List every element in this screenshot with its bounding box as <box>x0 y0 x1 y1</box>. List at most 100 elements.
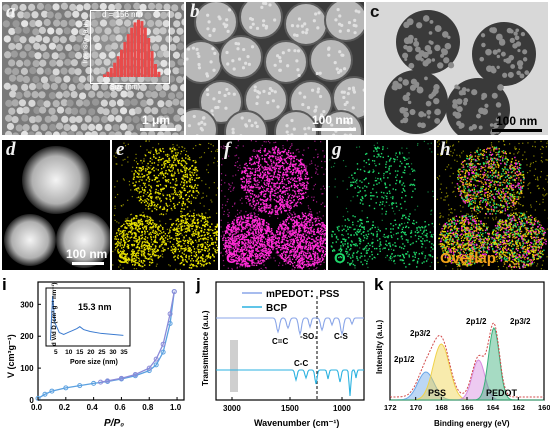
eds-noise <box>216 160 218 162</box>
eds-dot <box>228 250 231 252</box>
eds-dot <box>304 255 307 257</box>
eds-noise <box>121 205 123 207</box>
particle-texture <box>256 95 260 99</box>
eds-dot <box>204 260 206 263</box>
eds-dot <box>152 236 155 238</box>
eds-dot <box>233 255 236 257</box>
eds-dot <box>257 196 259 198</box>
eds-dot <box>180 160 183 162</box>
particle <box>24 44 32 52</box>
particle <box>29 19 37 28</box>
eds-dot <box>291 258 294 261</box>
eds-dot <box>299 257 302 260</box>
eds-dot <box>247 220 249 223</box>
particle-texture <box>316 90 320 94</box>
eds-dot <box>299 260 301 263</box>
eds-dot <box>278 236 280 239</box>
eds-dot <box>120 232 122 235</box>
eds-dot <box>281 180 283 183</box>
eds-dot <box>230 259 233 261</box>
eds-noise <box>178 195 180 198</box>
eds-dot <box>286 170 289 173</box>
eds-dot <box>242 242 244 245</box>
eds-dot <box>294 195 296 197</box>
tem-pore <box>517 49 521 53</box>
eds-dot <box>214 249 216 251</box>
panel-f-map-c: f C <box>220 140 326 270</box>
particle-texture <box>334 18 338 22</box>
eds-noise <box>130 189 132 191</box>
eds-dot <box>164 179 167 181</box>
particle <box>100 83 109 91</box>
eds-dot <box>277 246 280 249</box>
eds-dot <box>127 240 129 243</box>
eds-dot <box>267 237 269 239</box>
particle <box>105 44 113 52</box>
eds-noise <box>215 194 217 196</box>
eds-dot <box>190 267 192 269</box>
eds-dot <box>174 187 177 190</box>
eds-dot <box>303 166 306 168</box>
eds-noise <box>173 149 175 151</box>
eds-dot <box>171 175 174 177</box>
eds-dot <box>263 173 265 175</box>
eds-dot <box>185 218 187 221</box>
tem-pore <box>409 84 416 91</box>
eds-dot <box>291 177 293 179</box>
eds-dot <box>141 237 143 240</box>
eds-dot <box>313 239 315 242</box>
eds-dot <box>274 148 276 150</box>
eds-dot <box>206 220 208 222</box>
eds-dot <box>201 224 204 227</box>
eds-dot <box>198 251 200 254</box>
particle-texture <box>338 50 342 54</box>
particle <box>16 74 24 83</box>
eds-dot <box>193 232 195 235</box>
eds-noise <box>196 195 198 197</box>
eds-dot <box>269 195 272 197</box>
eds-dot <box>259 257 261 259</box>
eds-noise <box>173 257 175 259</box>
tem-pore <box>486 65 493 73</box>
eds-dot <box>230 253 232 255</box>
eds-dot <box>319 249 321 251</box>
particle-texture <box>203 122 207 126</box>
eds-dot <box>143 188 146 191</box>
eds-dot <box>118 241 120 244</box>
eds-dot <box>176 230 178 232</box>
eds-dot <box>147 176 150 179</box>
eds-dot <box>296 196 299 199</box>
tem-pore <box>485 48 492 56</box>
eds-dot <box>241 226 243 228</box>
eds-dot <box>177 161 180 163</box>
eds-dot <box>259 260 262 262</box>
eds-dot <box>255 204 257 206</box>
eds-dot <box>276 153 279 156</box>
eds-dot <box>127 233 129 235</box>
eds-dot <box>192 190 194 192</box>
particle <box>165 99 173 108</box>
eds-dot <box>294 213 296 215</box>
particle <box>3 35 11 43</box>
eds-dot <box>279 223 281 226</box>
eds-dot <box>237 218 240 221</box>
particle-texture <box>276 105 280 109</box>
eds-noise <box>144 154 146 156</box>
eds-dot <box>311 226 313 228</box>
eds-dot <box>135 215 137 217</box>
eds-dot <box>268 229 270 232</box>
eds-dot <box>183 236 185 238</box>
eds-dot <box>212 254 214 257</box>
eds-dot <box>256 167 258 170</box>
tem-pore <box>437 62 444 69</box>
eds-dot <box>241 170 243 172</box>
eds-dot <box>294 193 297 195</box>
eds-dot <box>256 155 259 158</box>
eds-dot <box>301 266 303 269</box>
eds-dot <box>257 231 260 233</box>
eds-dot <box>156 233 158 236</box>
eds-dot <box>159 238 162 240</box>
eds-dot <box>322 251 325 254</box>
eds-dot <box>242 259 244 262</box>
eds-dot <box>145 226 147 228</box>
